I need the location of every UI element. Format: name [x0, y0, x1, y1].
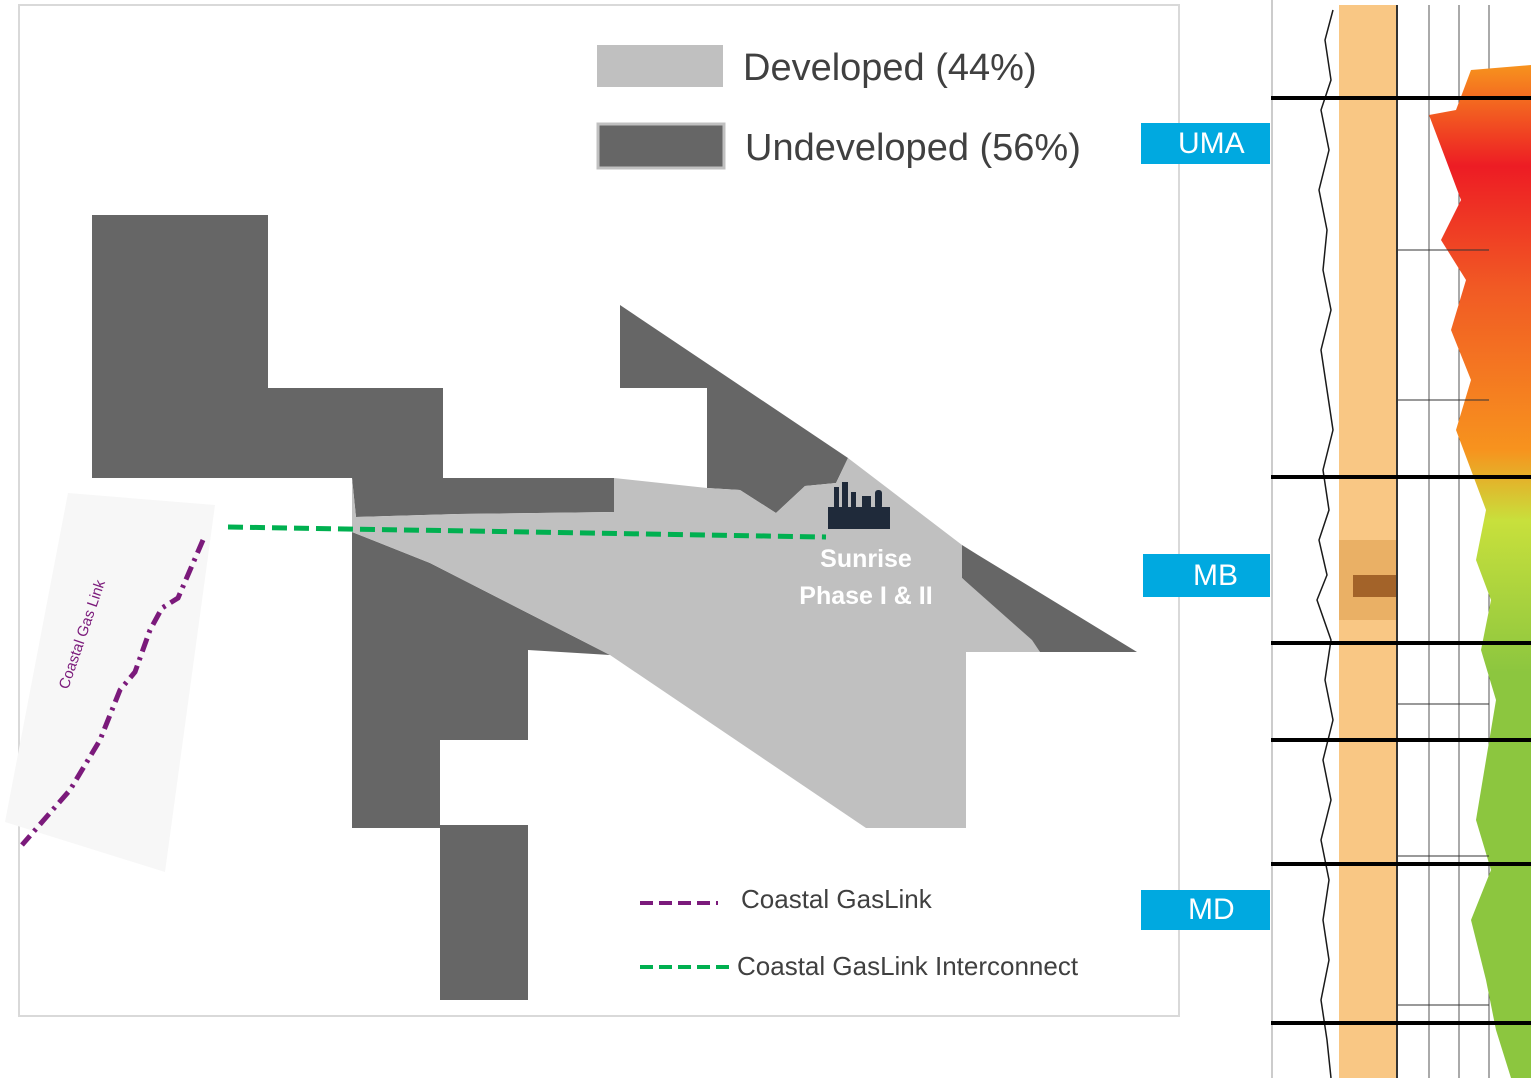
refinery-icon — [828, 482, 890, 529]
well-log-panel — [1271, 0, 1531, 1078]
marker-label-uma: UMA — [1178, 127, 1245, 160]
marker-label-mb: MB — [1193, 559, 1238, 592]
arrow-uma — [1141, 123, 1270, 164]
developed-area — [352, 458, 1040, 828]
interconnect-line — [227, 524, 827, 540]
marker-label-md: MD — [1188, 893, 1235, 926]
resistivity-fill — [1429, 65, 1531, 1078]
map-canvas: Coastal Gas Link Sunrise Phase I & II — [5, 45, 1270, 1000]
interconnect-label: Coastal GasLink Interconnect — [737, 951, 1079, 981]
facility-name-line1: Sunrise — [820, 545, 912, 573]
undeveloped-swatch — [596, 122, 726, 170]
pipeline-map-inset — [5, 493, 215, 872]
facility-name-line2: Phase I & II — [799, 582, 932, 610]
coastal-gaslink-label: Coastal GasLink — [741, 884, 932, 914]
undeveloped-area — [92, 215, 1137, 1000]
developed-label: Developed (44%) — [743, 47, 1037, 89]
arrow-mb — [1143, 554, 1270, 597]
coastal-gaslink-line — [20, 539, 206, 847]
developed-swatch — [597, 45, 723, 87]
undeveloped-label: Undeveloped (56%) — [745, 127, 1081, 169]
gamma-ray-curve — [1316, 9, 1334, 1078]
arrow-md — [1141, 890, 1270, 930]
